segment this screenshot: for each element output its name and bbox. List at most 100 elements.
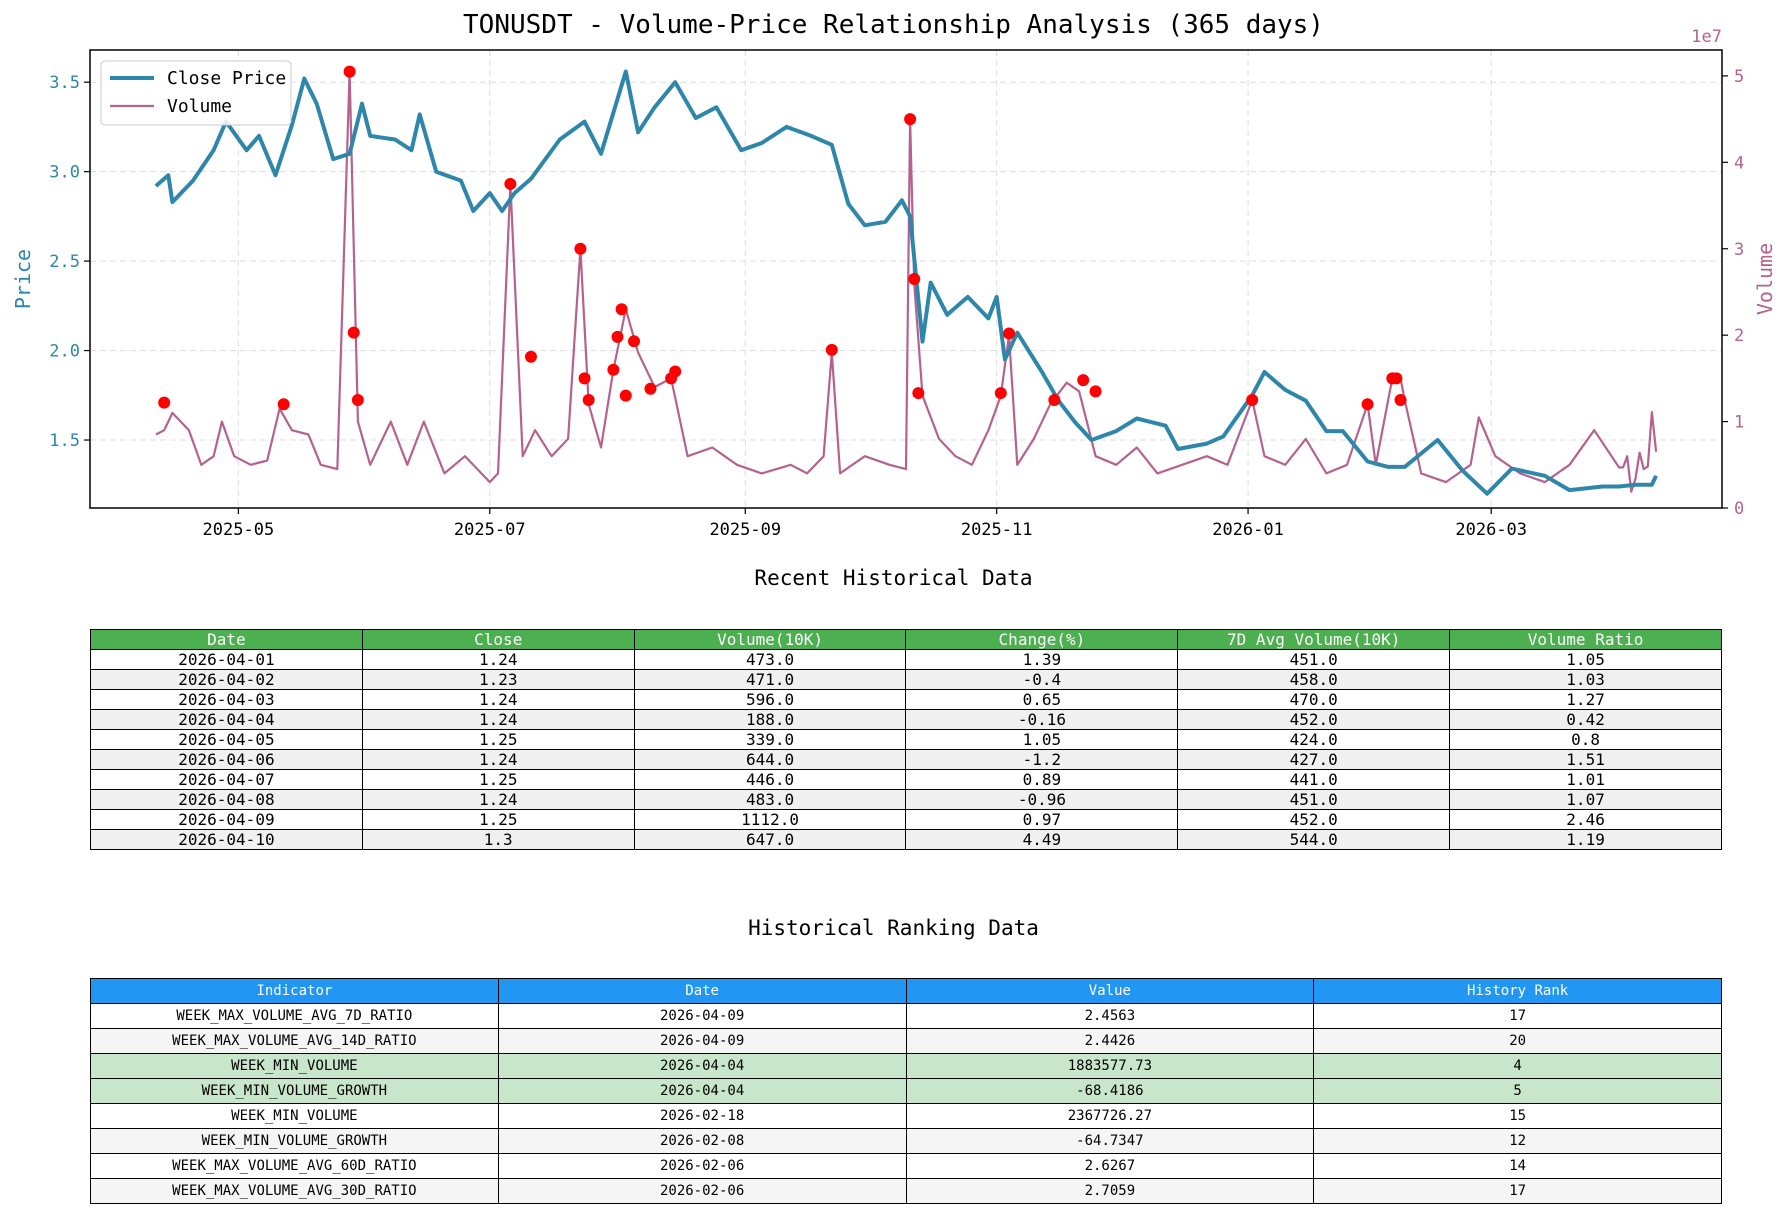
- ranking-table-cell: 2.4426: [905, 1028, 1315, 1054]
- recent-table-row: 2026-04-09 1.25 1112.0 0.97 452.0 2.46: [90, 809, 1722, 830]
- volume-spike-marker: [1361, 398, 1374, 411]
- volume-spike-marker: [158, 396, 171, 409]
- volume-spike-marker: [825, 343, 838, 356]
- recent-table-row: 2026-04-03 1.24 596.0 0.65 470.0 1.27: [90, 689, 1722, 710]
- recent-table-cell: 2026-04-09: [90, 809, 363, 830]
- recent-table-cell: 2026-04-02: [90, 669, 363, 690]
- recent-table-row: 2026-04-08 1.24 483.0 -0.96 451.0 1.07: [90, 789, 1722, 810]
- recent-table-cell: 441.0: [1177, 769, 1451, 790]
- volume-spike-marker: [1390, 372, 1403, 385]
- recent-header-cell: 7D Avg Volume(10K): [1177, 629, 1451, 650]
- ranking-table-cell: 5: [1313, 1078, 1722, 1104]
- recent-table-cell: 427.0: [1177, 749, 1451, 770]
- volume-spike-marker: [277, 398, 290, 411]
- recent-table-cell: 1.27: [1449, 689, 1722, 710]
- x-tick-label: 2025-07: [454, 520, 526, 540]
- volume-spike-marker: [1089, 385, 1102, 398]
- x-tick-label: 2025-11: [961, 520, 1033, 540]
- recent-table-cell: 473.0: [633, 649, 907, 670]
- price-layer: [154, 69, 1658, 496]
- recent-table-cell: 1.24: [361, 649, 635, 670]
- recent-table-cell: 647.0: [633, 829, 907, 850]
- recent-table-cell: 1.24: [361, 789, 635, 810]
- recent-table-cell: 2026-04-07: [90, 769, 363, 790]
- recent-table: Date Close Volume(10K) Change(%) 7D Avg Volu…: [90, 629, 1722, 850]
- ranking-table-cell: WEEK_MAX_VOLUME_AVG_14D_RATIO: [90, 1028, 499, 1054]
- y-right-tick-label: 5: [1734, 67, 1744, 87]
- recent-table-title: Recent Historical Data: [754, 566, 1033, 590]
- y-left-tick-label: 2.0: [49, 342, 80, 362]
- ranking-table-cell: 2026-02-18: [497, 1103, 907, 1129]
- recent-table-cell: -1.2: [905, 749, 1179, 770]
- recent-table-cell: -0.96: [905, 789, 1179, 810]
- axis-layer: 2025-05 2025-07 2025-09 2025-11 2026-01 2026-…: [11, 27, 1777, 540]
- y-right-tick-label: 4: [1734, 153, 1744, 173]
- recent-table-cell: 1.3: [361, 829, 635, 850]
- ranking-table-cell: 2026-04-09: [497, 1003, 907, 1029]
- volume-spike-marker: [619, 389, 632, 402]
- y-right-multiplier: 1e7: [1691, 27, 1722, 47]
- volume-spike-marker: [904, 113, 917, 126]
- ranking-table-cell: 14: [1313, 1153, 1722, 1179]
- recent-table-cell: 1.24: [361, 749, 635, 770]
- recent-table-cell: 2026-04-03: [90, 689, 363, 710]
- volume-spike-marker: [1003, 327, 1016, 340]
- ranking-table-cell: 17: [1313, 1178, 1722, 1204]
- volume-spike-marker: [524, 350, 537, 363]
- ranking-table-cell: 1883577.73: [905, 1053, 1315, 1079]
- recent-table-cell: 1.24: [361, 689, 635, 710]
- ranking-table-cell: 20: [1313, 1028, 1722, 1054]
- ranking-table-row: WEEK_MAX_VOLUME_AVG_30D_RATIO 2026-02-06 2…: [90, 1178, 1722, 1204]
- legend-volume-label: Volume: [167, 96, 232, 117]
- y-left-tick-label: 3.5: [49, 73, 80, 93]
- ranking-table-row: WEEK_MIN_VOLUME 2026-02-18 2367726.27 15: [90, 1103, 1722, 1129]
- ranking-table-cell: 2.4563: [905, 1003, 1315, 1029]
- recent-table-cell: 451.0: [1177, 649, 1451, 670]
- recent-table-cell: 1.05: [1449, 649, 1722, 670]
- ranking-table-row: WEEK_MAX_VOLUME_AVG_60D_RATIO 2026-02-06 2…: [90, 1153, 1722, 1179]
- x-tick-label: 2026-01: [1212, 520, 1284, 540]
- recent-table-cell: -0.4: [905, 669, 1179, 690]
- volume-spike-marker: [611, 330, 624, 343]
- legend-price-label: Close Price: [167, 68, 286, 89]
- recent-table-cell: 596.0: [633, 689, 907, 710]
- y-right-tick-label: 2: [1734, 326, 1744, 346]
- recent-table-cell: 4.49: [905, 829, 1179, 850]
- ranking-header-cell: Indicator: [90, 978, 499, 1004]
- recent-table-cell: 470.0: [1177, 689, 1451, 710]
- volume-spike-marker: [578, 372, 591, 385]
- recent-header-cell: Volume(10K): [633, 629, 907, 650]
- ranking-table-row: WEEK_MIN_VOLUME_GROWTH 2026-02-08 -64.7347…: [90, 1128, 1722, 1154]
- y-left-tick-label: 1.5: [49, 431, 80, 451]
- recent-table-cell: 0.8: [1449, 729, 1722, 750]
- ranking-table-cell: 17: [1313, 1003, 1722, 1029]
- volume-spike-marker: [574, 242, 587, 255]
- volume-spike-marker: [994, 387, 1007, 400]
- recent-table-header: Date Close Volume(10K) Change(%) 7D Avg Volu…: [90, 629, 1722, 650]
- recent-table-cell: 2026-04-10: [90, 829, 363, 850]
- recent-header-cell: Change(%): [905, 629, 1179, 650]
- recent-table-row: 2026-04-10 1.3 647.0 4.49 544.0 1.19: [90, 829, 1722, 850]
- ranking-table-cell: 15: [1313, 1103, 1722, 1129]
- ranking-table-cell: WEEK_MAX_VOLUME_AVG_30D_RATIO: [90, 1178, 499, 1204]
- recent-table-cell: 446.0: [633, 769, 907, 790]
- volume-spike-marker: [628, 335, 640, 348]
- y-right-tick-label: 3: [1734, 240, 1744, 260]
- volume-spike-marker: [1048, 393, 1061, 406]
- recent-table-row: 2026-04-06 1.24 644.0 -1.2 427.0 1.51: [90, 749, 1722, 770]
- ranking-table-cell: WEEK_MAX_VOLUME_AVG_7D_RATIO: [90, 1003, 499, 1029]
- volume-layer: [155, 70, 1658, 493]
- recent-table-cell: 424.0: [1177, 729, 1451, 750]
- ranking-table-cell: 2026-02-08: [497, 1128, 907, 1154]
- volume-spike-marker: [343, 65, 356, 78]
- y-left-tick-label: 3.0: [49, 163, 80, 183]
- ranking-table-cell: 2026-02-06: [497, 1178, 907, 1204]
- ranking-table-cell: 2.6267: [905, 1153, 1315, 1179]
- ranking-table-cell: 2026-04-04: [497, 1078, 907, 1104]
- recent-table-row: 2026-04-07 1.25 446.0 0.89 441.0 1.01: [90, 769, 1722, 790]
- volume-series-line: [155, 70, 1658, 493]
- recent-table-cell: 471.0: [633, 669, 907, 690]
- recent-table-row: 2026-04-05 1.25 339.0 1.05 424.0 0.8: [90, 729, 1722, 750]
- ranking-table-row: WEEK_MAX_VOLUME_AVG_7D_RATIO 2026-04-09 2.…: [90, 1003, 1722, 1029]
- ranking-table-cell: WEEK_MAX_VOLUME_AVG_60D_RATIO: [90, 1153, 499, 1179]
